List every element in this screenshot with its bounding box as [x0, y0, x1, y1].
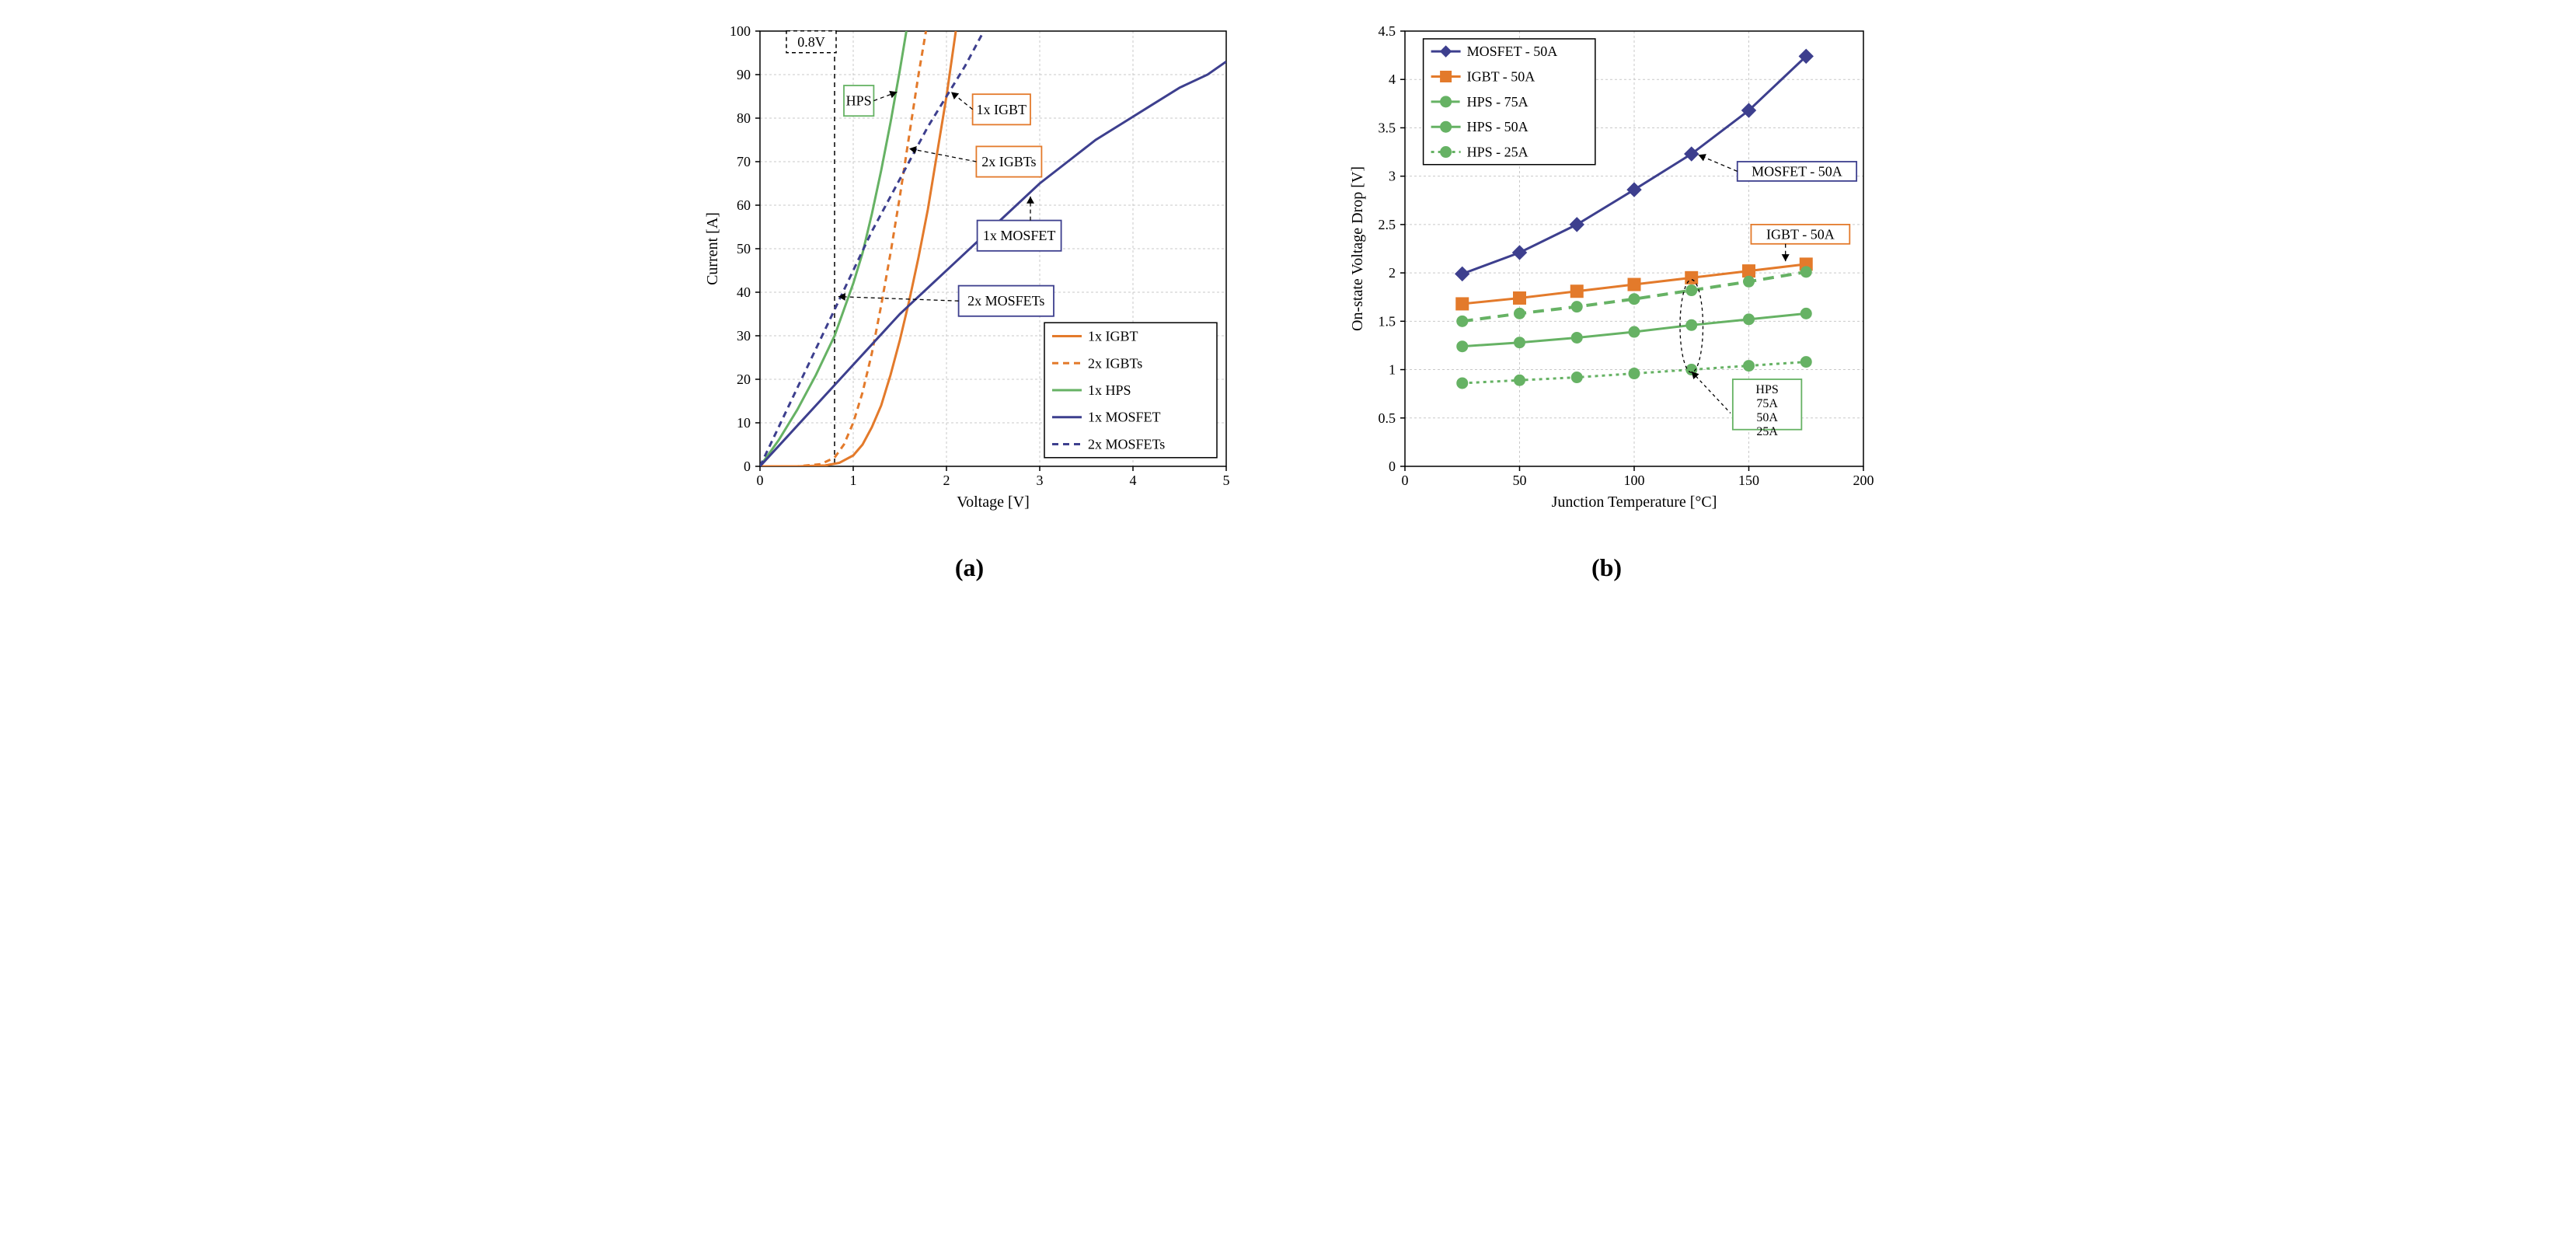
svg-text:2: 2: [1389, 265, 1396, 281]
svg-text:Current [A]: Current [A]: [704, 212, 721, 285]
svg-text:0.5: 0.5: [1378, 410, 1396, 426]
svg-text:1x MOSFET: 1x MOSFET: [1088, 410, 1161, 425]
svg-text:0: 0: [756, 473, 763, 488]
svg-text:3.5: 3.5: [1378, 120, 1396, 135]
svg-text:2x IGBTs: 2x IGBTs: [1088, 355, 1142, 371]
svg-text:50A: 50A: [1756, 411, 1778, 424]
svg-text:30: 30: [737, 328, 751, 344]
svg-text:0: 0: [1389, 459, 1396, 474]
svg-text:80: 80: [737, 110, 751, 126]
svg-text:4: 4: [1389, 72, 1396, 87]
svg-text:200: 200: [1853, 473, 1874, 488]
svg-text:75A: 75A: [1756, 397, 1778, 410]
sublabel-a: (a): [955, 553, 984, 582]
svg-text:HPS - 25A: HPS - 25A: [1466, 145, 1528, 160]
figure-wrap: 0123450102030405060708090100Voltage [V]C…: [698, 16, 1879, 582]
svg-text:1: 1: [849, 473, 856, 488]
svg-text:HPS: HPS: [845, 93, 871, 109]
svg-text:50: 50: [737, 241, 751, 256]
svg-text:1x HPS: 1x HPS: [1088, 382, 1131, 398]
svg-text:MOSFET - 50A: MOSFET - 50A: [1466, 44, 1557, 59]
svg-text:0: 0: [744, 459, 751, 474]
svg-text:40: 40: [737, 284, 751, 300]
svg-text:1x IGBT: 1x IGBT: [976, 102, 1027, 117]
chart-b: 0 50 100 150 200 0 0.5 1 1.5 2 2.5 3 3.5 4 4.5 Junction…: [1335, 16, 1879, 544]
svg-text:On-state Voltage Drop [V]: On-state Voltage Drop [V]: [1349, 166, 1366, 331]
svg-text:1x MOSFET: 1x MOSFET: [982, 228, 1055, 243]
svg-text:1.5: 1.5: [1378, 313, 1396, 329]
svg-text:50: 50: [1512, 473, 1526, 488]
svg-text:4.5: 4.5: [1378, 23, 1396, 39]
svg-text:1: 1: [1389, 362, 1396, 378]
svg-text:3: 3: [1389, 169, 1396, 184]
svg-text:70: 70: [737, 154, 751, 169]
svg-text:20: 20: [737, 372, 751, 387]
svg-text:HPS: HPS: [1755, 383, 1778, 396]
svg-text:HPS - 75A: HPS - 75A: [1466, 94, 1528, 110]
panel-a: 0123450102030405060708090100Voltage [V]C…: [698, 16, 1242, 582]
svg-text:IGBT - 50A: IGBT - 50A: [1766, 226, 1835, 242]
svg-text:100: 100: [730, 23, 751, 39]
svg-text:4: 4: [1129, 473, 1136, 488]
svg-text:Junction Temperature [°C]: Junction Temperature [°C]: [1551, 494, 1717, 511]
svg-text:2x MOSFETs: 2x MOSFETs: [967, 293, 1044, 309]
svg-text:25A: 25A: [1756, 425, 1778, 438]
svg-text:MOSFET - 50A: MOSFET - 50A: [1752, 163, 1842, 179]
svg-text:HPS - 50A: HPS - 50A: [1466, 119, 1528, 134]
panel-b: 0 50 100 150 200 0 0.5 1 1.5 2 2.5 3 3.5 4 4.5 Junction…: [1335, 16, 1879, 582]
svg-text:150: 150: [1738, 473, 1759, 488]
svg-text:90: 90: [737, 67, 751, 82]
chart-a: 0123450102030405060708090100Voltage [V]C…: [698, 16, 1242, 544]
svg-text:0.8V: 0.8V: [797, 34, 825, 50]
svg-text:3: 3: [1036, 473, 1043, 488]
svg-text:2: 2: [943, 473, 950, 488]
svg-text:2x IGBTs: 2x IGBTs: [981, 154, 1036, 169]
svg-text:100: 100: [1623, 473, 1644, 488]
svg-text:5: 5: [1222, 473, 1229, 488]
svg-text:10: 10: [737, 415, 751, 431]
svg-text:2x MOSFETs: 2x MOSFETs: [1088, 436, 1165, 452]
svg-text:1x IGBT: 1x IGBT: [1088, 329, 1138, 344]
svg-text:IGBT - 50A: IGBT - 50A: [1466, 68, 1535, 84]
svg-text:0: 0: [1401, 473, 1408, 488]
svg-text:60: 60: [737, 197, 751, 213]
svg-text:Voltage [V]: Voltage [V]: [957, 494, 1030, 511]
svg-text:2.5: 2.5: [1378, 217, 1396, 232]
sublabel-b: (b): [1591, 553, 1622, 582]
